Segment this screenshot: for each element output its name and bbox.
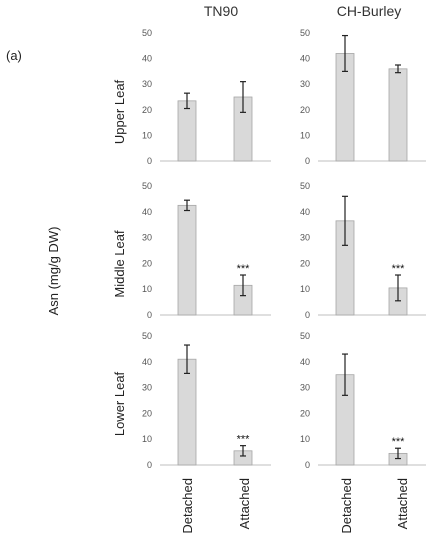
- y-tick-label: 30: [142, 383, 152, 393]
- y-tick-label: 0: [305, 156, 310, 166]
- bar-detached: [177, 358, 197, 466]
- y-tick-label: 50: [142, 28, 152, 38]
- y-tick-label: 50: [300, 28, 310, 38]
- y-tick-label: 40: [142, 207, 152, 217]
- bar-attached: [388, 68, 408, 162]
- y-tick-label: 40: [142, 54, 152, 64]
- significance-label: ***: [392, 436, 406, 448]
- y-tick-label: 0: [147, 310, 152, 320]
- y-tick-label: 30: [142, 233, 152, 243]
- row-title-middle-leaf: Middle Leaf: [112, 230, 127, 298]
- y-tick-label: 40: [300, 357, 310, 367]
- bar-detached: [177, 204, 197, 316]
- panel-lower-leaf-tn90: 0 10 20 30 40 50 ***: [142, 331, 271, 470]
- column-title-ch-burley: CH-Burley: [337, 3, 402, 19]
- significance-label: ***: [392, 263, 406, 275]
- significance-label: ***: [237, 263, 251, 275]
- panel-label: (a): [6, 48, 22, 63]
- y-tick-label: 10: [142, 284, 152, 294]
- y-tick-label: 0: [305, 460, 310, 470]
- y-tick-label: 30: [300, 233, 310, 243]
- y-tick-label: 30: [300, 383, 310, 393]
- y-tick-label: 0: [147, 156, 152, 166]
- panel-lower-leaf-ch-burley: 0 10 20 30 40 50 ***: [300, 331, 426, 470]
- row-title-lower-leaf: Lower Leaf: [112, 371, 127, 436]
- y-tick-label: 50: [142, 181, 152, 191]
- y-tick-label: 10: [300, 434, 310, 444]
- y-tick-label: 50: [300, 331, 310, 341]
- y-tick-label: 50: [142, 331, 152, 341]
- panel-middle-leaf-ch-burley: 0 10 20 30 40 50 ***: [300, 181, 426, 320]
- category-label-detached-tn90: Detached: [180, 478, 195, 534]
- row-title-upper-leaf: Upper Leaf: [112, 79, 127, 144]
- y-tick-label: 10: [300, 284, 310, 294]
- y-tick-label: 40: [300, 207, 310, 217]
- bar-panels: 0 10 20 30 40 50 0 10 20 30 40 50 0 10 20 30 40 50 *** 0 10 2…: [142, 28, 426, 470]
- category-label-attached-ch-burley: Attached: [395, 478, 410, 529]
- y-tick-label: 20: [300, 105, 310, 115]
- panel-upper-leaf-tn90: 0 10 20 30 40 50: [142, 28, 271, 166]
- y-tick-label: 50: [300, 181, 310, 191]
- panel-middle-leaf-tn90: 0 10 20 30 40 50 ***: [142, 181, 271, 320]
- y-tick-label: 20: [300, 408, 310, 418]
- y-tick-label: 20: [142, 105, 152, 115]
- category-label-attached-tn90: Attached: [237, 478, 252, 529]
- significance-label: ***: [237, 434, 251, 446]
- y-tick-label: 0: [147, 460, 152, 470]
- y-tick-label: 10: [142, 130, 152, 140]
- panel-upper-leaf-ch-burley: 0 10 20 30 40 50: [300, 28, 426, 166]
- y-tick-label: 10: [300, 130, 310, 140]
- bar-detached: [177, 100, 197, 162]
- y-tick-label: 40: [142, 357, 152, 367]
- y-tick-label: 30: [142, 79, 152, 89]
- y-tick-label: 20: [142, 258, 152, 268]
- y-tick-label: 40: [300, 54, 310, 64]
- y-tick-label: 20: [142, 408, 152, 418]
- y-tick-label: 30: [300, 79, 310, 89]
- y-tick-label: 0: [305, 310, 310, 320]
- category-label-detached-ch-burley: Detached: [339, 478, 354, 534]
- y-axis-label: Asn (mg/g DW): [46, 227, 61, 316]
- y-tick-label: 10: [142, 434, 152, 444]
- y-tick-label: 20: [300, 258, 310, 268]
- column-title-tn90: TN90: [204, 3, 238, 19]
